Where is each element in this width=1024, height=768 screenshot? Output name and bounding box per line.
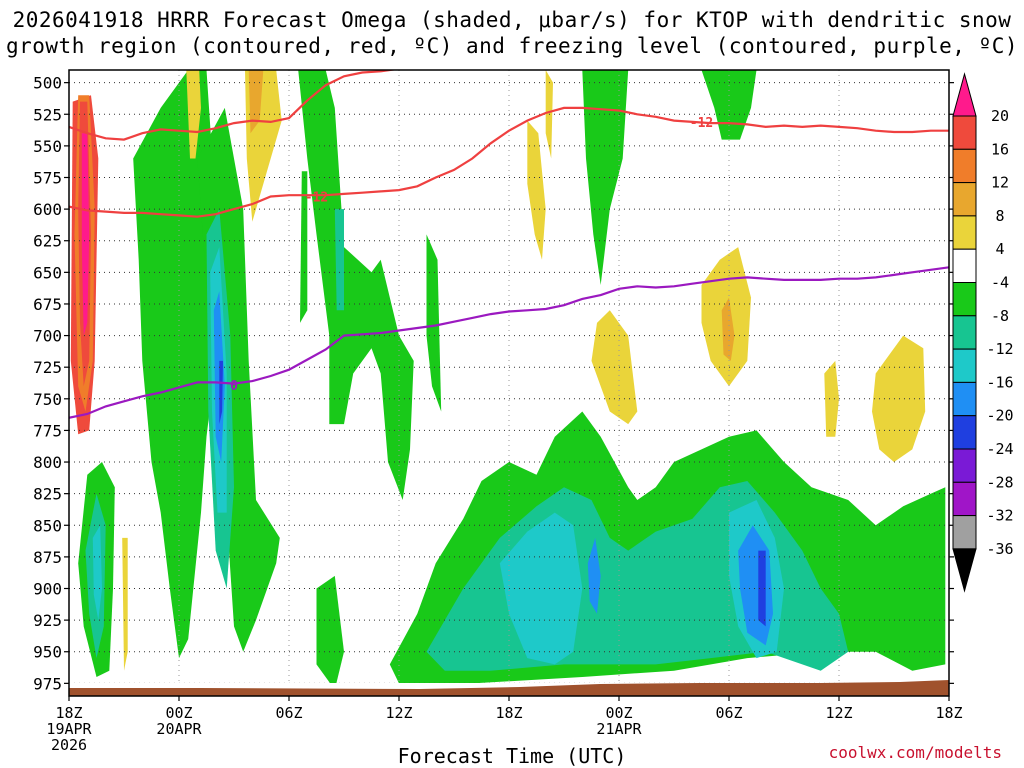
gridlines xyxy=(68,70,950,696)
colorbar-swatch xyxy=(952,148,977,184)
x-tick-label: 21APR xyxy=(596,720,642,738)
colorbar-label: 20 xyxy=(991,107,1009,125)
colorbar-bottom-triangle xyxy=(952,548,977,593)
contour-line-2 xyxy=(69,266,949,419)
colorbar-label: -12 xyxy=(986,340,1013,358)
omega-region-dark-column xyxy=(219,360,223,425)
omega-shading-layer xyxy=(70,70,946,690)
colorbar-swatch xyxy=(952,315,977,350)
y-axis-ticks: 500 525 550 575 600 625 650 675 700 725 750 775 800 8… xyxy=(33,74,954,693)
y-tick-label: 650 xyxy=(33,263,62,282)
y-tick-label: 500 xyxy=(33,74,62,93)
x-tick-label: 18Z xyxy=(495,704,522,722)
y-tick-label: 800 xyxy=(33,453,62,472)
y-tick-label: 850 xyxy=(33,516,62,535)
omega-region-green-sliver-1 xyxy=(300,171,308,323)
x-tick-label: 06Z xyxy=(715,704,742,722)
omega-region-green-low-small xyxy=(316,575,344,690)
colorbar-label: -8 xyxy=(991,307,1009,325)
colorbar-swatch xyxy=(952,348,977,383)
x-tick-label: 12Z xyxy=(385,704,412,722)
omega-region-yellow-columns-early xyxy=(186,70,201,159)
x-tick-label: 00Z xyxy=(165,704,192,722)
omega-region-cyan-low-a xyxy=(499,512,583,665)
x-tick-label: 20APR xyxy=(156,720,202,738)
colorbar-label: 4 xyxy=(995,240,1004,258)
colorbar-label: -20 xyxy=(986,407,1013,425)
y-tick-label: 975 xyxy=(33,674,62,693)
y-tick-label: 925 xyxy=(33,611,62,630)
colorbar-label: -24 xyxy=(986,440,1013,458)
chart-title-line2: growth region (contoured, red, ºC) and f… xyxy=(5,34,1019,58)
colorbar-swatch xyxy=(952,182,977,217)
x-tick-label: 18Z xyxy=(935,704,962,722)
omega-region-yellow-right-b xyxy=(824,360,839,437)
omega-region-green-upper-right xyxy=(701,70,757,140)
x-tick-label: 00Z xyxy=(605,704,632,722)
colorbar-label: -28 xyxy=(986,473,1013,491)
colorbar-swatch xyxy=(952,481,977,517)
colorbar-swatch xyxy=(952,282,977,317)
omega-region-yellow-upper-a xyxy=(527,120,546,260)
omega-region-early-pink-core xyxy=(81,133,90,336)
contour-lines: -12-120 xyxy=(69,70,949,419)
colorbar-label: -4 xyxy=(991,274,1009,292)
omega-region-green-mid-blob xyxy=(298,70,414,500)
omega-region-orange-band-b xyxy=(248,70,264,134)
colorbar-label: 16 xyxy=(991,140,1009,158)
y-tick-label: 675 xyxy=(33,295,62,314)
omega-region-green-sliver-2 xyxy=(426,234,442,412)
contour-line-1 xyxy=(69,106,949,218)
y-tick-label: 550 xyxy=(33,137,62,156)
y-tick-label: 775 xyxy=(33,421,62,440)
x-axis-title: Forecast Time (UTC) xyxy=(397,744,627,768)
colorbar-label: -36 xyxy=(986,540,1013,558)
colorbar-swatch xyxy=(952,515,977,550)
y-tick-label: 575 xyxy=(33,168,62,187)
colorbar-label: -32 xyxy=(986,507,1013,525)
y-tick-label: 700 xyxy=(33,327,62,346)
colorbar-legend: 20 16 12 8 4 -4 -8 -12 -16 -20 -24 -28 -32 -36 xyxy=(952,72,1014,593)
y-tick-label: 600 xyxy=(33,200,62,219)
y-tick-label: 525 xyxy=(33,105,62,124)
colorbar-swatch xyxy=(952,115,977,150)
colorbar-swatch xyxy=(952,381,977,417)
colorbar-top-triangle xyxy=(952,72,977,117)
y-tick-label: 625 xyxy=(33,232,62,251)
contour-line-0 xyxy=(69,70,398,141)
x-tick-label: 12Z xyxy=(825,704,852,722)
credit-link[interactable]: coolwx.com/modelts xyxy=(828,743,1002,762)
colorbar-swatch xyxy=(952,415,977,450)
y-tick-label: 950 xyxy=(33,643,62,662)
omega-region-blue-low-a xyxy=(587,537,601,614)
colorbar-swatch xyxy=(952,448,977,483)
contour-label: -12 xyxy=(305,190,328,205)
colorbar-label: -16 xyxy=(986,373,1013,391)
contour-label: 0 xyxy=(230,379,238,394)
x-tick-label: 06Z xyxy=(275,704,302,722)
terrain-ground xyxy=(69,680,949,696)
omega-region-yellow-right-a xyxy=(872,335,926,462)
omega-region-darkblue-low-b xyxy=(758,550,766,627)
omega-region-teal-mid-small xyxy=(334,209,344,311)
x-tick-label: 2026 xyxy=(51,736,87,754)
y-tick-label: 825 xyxy=(33,485,62,504)
y-tick-label: 750 xyxy=(33,390,62,409)
y-tick-label: 725 xyxy=(33,358,62,377)
colorbar-swatch xyxy=(952,248,977,283)
omega-region-low-left-blue xyxy=(92,525,102,621)
y-tick-label: 900 xyxy=(33,580,62,599)
omega-region-orange-mid-b xyxy=(721,297,735,361)
y-tick-label: 875 xyxy=(33,548,62,567)
x-tick-label: 19APR xyxy=(46,720,92,738)
x-tick-label: 18Z xyxy=(55,704,82,722)
colorbar-label: 12 xyxy=(991,174,1009,192)
omega-region-low-left-yellow xyxy=(122,537,128,671)
omega-region-green-upper-mid xyxy=(582,70,629,285)
colorbar-swatch xyxy=(952,215,977,250)
chart-title-line1: 2026041918 HRRR Forecast Omega (shaded, … xyxy=(12,8,1012,32)
colorbar-label: 8 xyxy=(995,207,1004,225)
